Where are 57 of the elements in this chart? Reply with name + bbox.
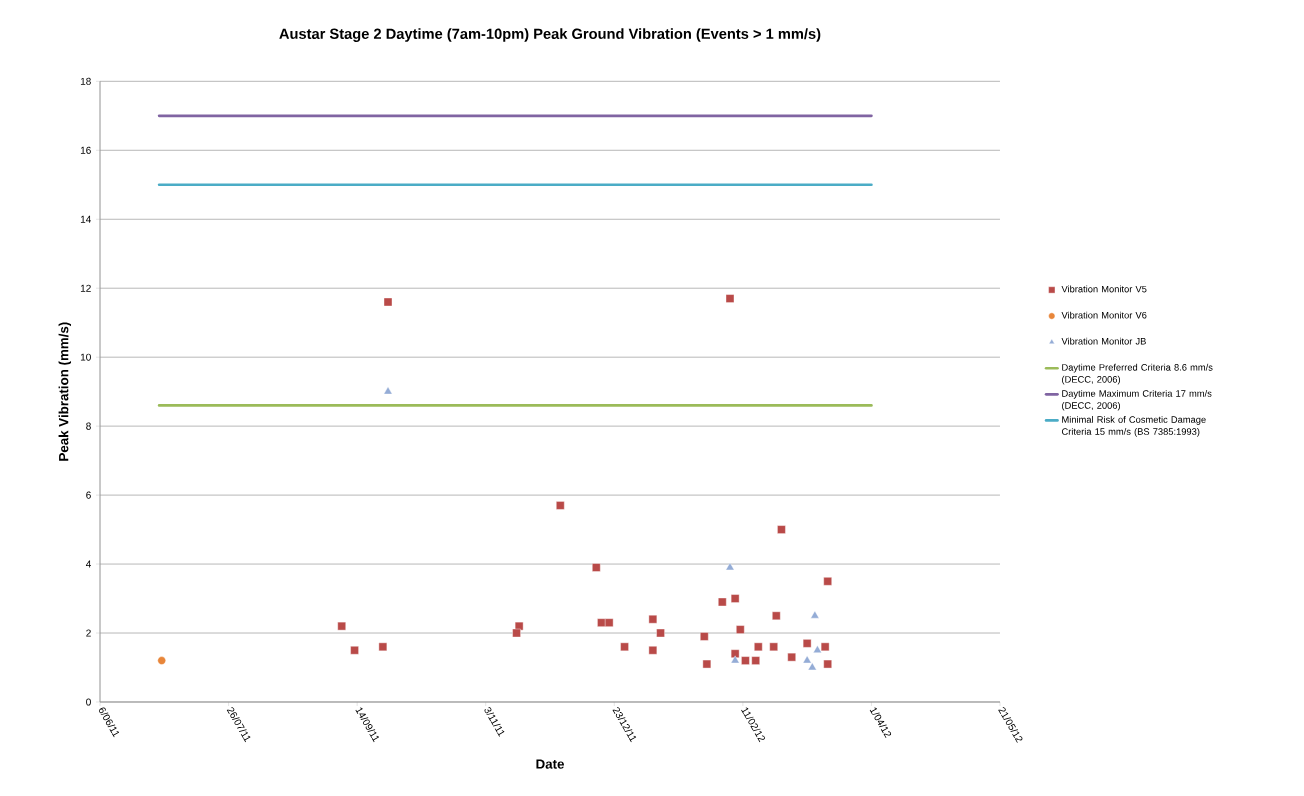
point bbox=[350, 646, 359, 655]
point bbox=[648, 646, 658, 655]
y-tick-label: 18 bbox=[80, 77, 91, 85]
legend-label: Daytime Maximum Criteria 17 mm/s (DECC, 2006) bbox=[1062, 389, 1212, 411]
point bbox=[604, 618, 614, 627]
point bbox=[702, 659, 712, 669]
point bbox=[772, 611, 781, 620]
point bbox=[337, 621, 346, 631]
point bbox=[823, 577, 832, 586]
legend-label: Vibration Monitor JB bbox=[1061, 337, 1146, 345]
y-tick-label: 10 bbox=[80, 353, 91, 361]
legend-label: Vibration Monitor V5 bbox=[1061, 285, 1147, 293]
point bbox=[754, 642, 763, 652]
y-tick-label: 12 bbox=[80, 284, 91, 292]
point bbox=[751, 656, 760, 665]
point bbox=[725, 562, 735, 571]
point bbox=[700, 632, 709, 641]
point bbox=[597, 618, 606, 627]
point bbox=[810, 610, 820, 619]
legend-label: Daytime Preferred Criteria 8.6 mm/s (DECC, 2006) bbox=[1062, 363, 1213, 385]
point bbox=[383, 297, 393, 307]
y-tick-label: 8 bbox=[86, 422, 91, 430]
point bbox=[556, 501, 565, 510]
point bbox=[592, 563, 601, 572]
point bbox=[725, 294, 735, 303]
y-axis-title: Peak Vibration (mm/s) bbox=[58, 322, 72, 461]
legend-label: Minimal Risk of Cosmetic Damage Criteria 15 mm/s (BS 7385:1993) bbox=[1061, 416, 1206, 437]
point bbox=[736, 625, 745, 634]
y-tick-label: 4 bbox=[85, 560, 92, 568]
legend-label: Vibration Monitor V6 bbox=[1061, 311, 1147, 319]
point bbox=[787, 652, 796, 662]
point bbox=[777, 525, 786, 534]
point bbox=[730, 655, 740, 664]
point bbox=[802, 639, 812, 648]
x-axis-title: Date bbox=[536, 759, 564, 769]
point bbox=[378, 642, 388, 652]
point bbox=[656, 628, 665, 638]
point bbox=[802, 655, 812, 664]
point bbox=[157, 656, 166, 665]
y-tick-label: 0 bbox=[86, 698, 91, 706]
y-tick-label: 14 bbox=[80, 215, 91, 223]
point bbox=[813, 645, 822, 653]
point bbox=[820, 642, 830, 652]
point bbox=[823, 659, 832, 669]
y-tick-label: 6 bbox=[86, 491, 91, 499]
point bbox=[718, 597, 727, 607]
point bbox=[741, 656, 750, 665]
point bbox=[620, 642, 629, 652]
chart-title: Austar Stage 2 Daytime (7am-10pm) Peak Ground Vibration (Events > 1 mm/s) bbox=[279, 28, 821, 42]
point bbox=[383, 386, 393, 395]
point bbox=[648, 615, 658, 624]
point bbox=[769, 642, 778, 652]
y-tick-label: 2 bbox=[86, 629, 91, 637]
point bbox=[512, 628, 521, 638]
point bbox=[730, 594, 740, 603]
y-tick-label: 16 bbox=[80, 146, 91, 154]
point bbox=[807, 662, 817, 671]
